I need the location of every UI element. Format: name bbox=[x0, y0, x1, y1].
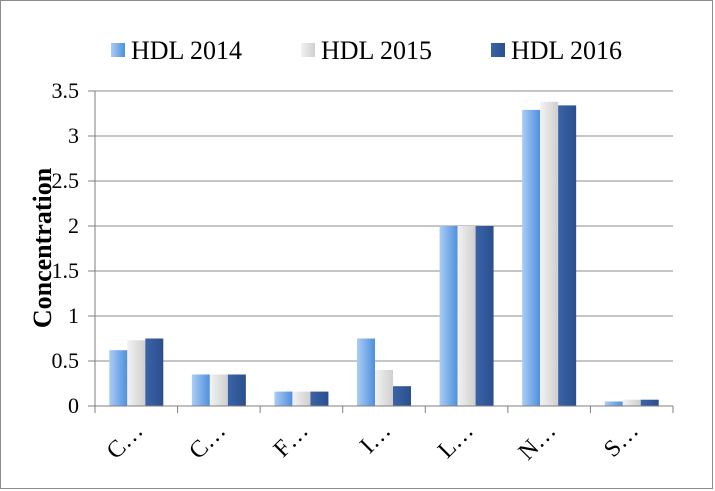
x-category-label: S… bbox=[599, 418, 644, 463]
x-category-labels: C… C… F… I… L… N… S… bbox=[102, 418, 644, 466]
x-category-label: F… bbox=[269, 418, 314, 463]
bar-hdl-2015 bbox=[540, 101, 559, 407]
bar-hdl-2016 bbox=[145, 338, 164, 406]
y-tick-labels: 0 0.5 1 1.5 2 2.5 3 3.5 bbox=[52, 78, 80, 418]
legend-label: HDL 2015 bbox=[321, 36, 432, 65]
x-category-label: L… bbox=[433, 418, 479, 464]
legend-label: HDL 2016 bbox=[511, 36, 622, 65]
bar-hdl-2015 bbox=[457, 226, 476, 406]
y-axis-title: Concentration bbox=[28, 167, 57, 328]
bar-hdl-2014 bbox=[357, 338, 375, 406]
y-tick-label: 0.5 bbox=[52, 348, 80, 373]
legend: HDL 2014 HDL 2015 HDL 2016 bbox=[111, 36, 622, 65]
x-category-label: I… bbox=[355, 418, 396, 459]
bar-hdl-2016 bbox=[640, 399, 659, 406]
bar-hdl-2015 bbox=[622, 399, 641, 406]
x-category-label: C… bbox=[184, 418, 231, 465]
bar-hdl-2014 bbox=[439, 226, 458, 406]
legend-swatch bbox=[111, 43, 125, 57]
bar-hdl-2016 bbox=[310, 391, 329, 406]
bar-hdl-2016 bbox=[558, 105, 577, 407]
x-category-label: C… bbox=[102, 418, 149, 465]
y-tick-label: 3 bbox=[68, 123, 79, 148]
bar-hdl-2015 bbox=[209, 374, 228, 406]
bar-hdl-2016 bbox=[475, 226, 494, 406]
bar-hdl-2014 bbox=[522, 109, 541, 407]
legend-swatch bbox=[301, 43, 315, 57]
x-category-label: N… bbox=[514, 418, 562, 466]
bar-hdl-2015 bbox=[375, 370, 393, 406]
y-tick-label: 1.5 bbox=[52, 258, 80, 283]
y-tick-label: 1 bbox=[68, 303, 79, 328]
bars bbox=[109, 101, 659, 407]
bar-hdl-2015 bbox=[127, 340, 146, 406]
bar-hdl-2014 bbox=[191, 374, 210, 406]
y-tick-label: 0 bbox=[68, 393, 79, 418]
bar-hdl-2015 bbox=[292, 391, 311, 406]
legend-label: HDL 2014 bbox=[131, 36, 242, 65]
bar-hdl-2014 bbox=[274, 391, 293, 406]
gridlines bbox=[88, 90, 673, 407]
y-tick-label: 2 bbox=[68, 213, 79, 238]
legend-swatch bbox=[491, 43, 505, 57]
bar-hdl-2014 bbox=[109, 350, 128, 406]
bar-hdl-2016 bbox=[393, 386, 411, 406]
y-tick-label: 2.5 bbox=[52, 168, 80, 193]
bar-hdl-2014 bbox=[604, 401, 623, 406]
y-tick-label: 3.5 bbox=[52, 78, 80, 103]
axes bbox=[94, 91, 674, 413]
bar-hdl-2016 bbox=[227, 374, 246, 406]
